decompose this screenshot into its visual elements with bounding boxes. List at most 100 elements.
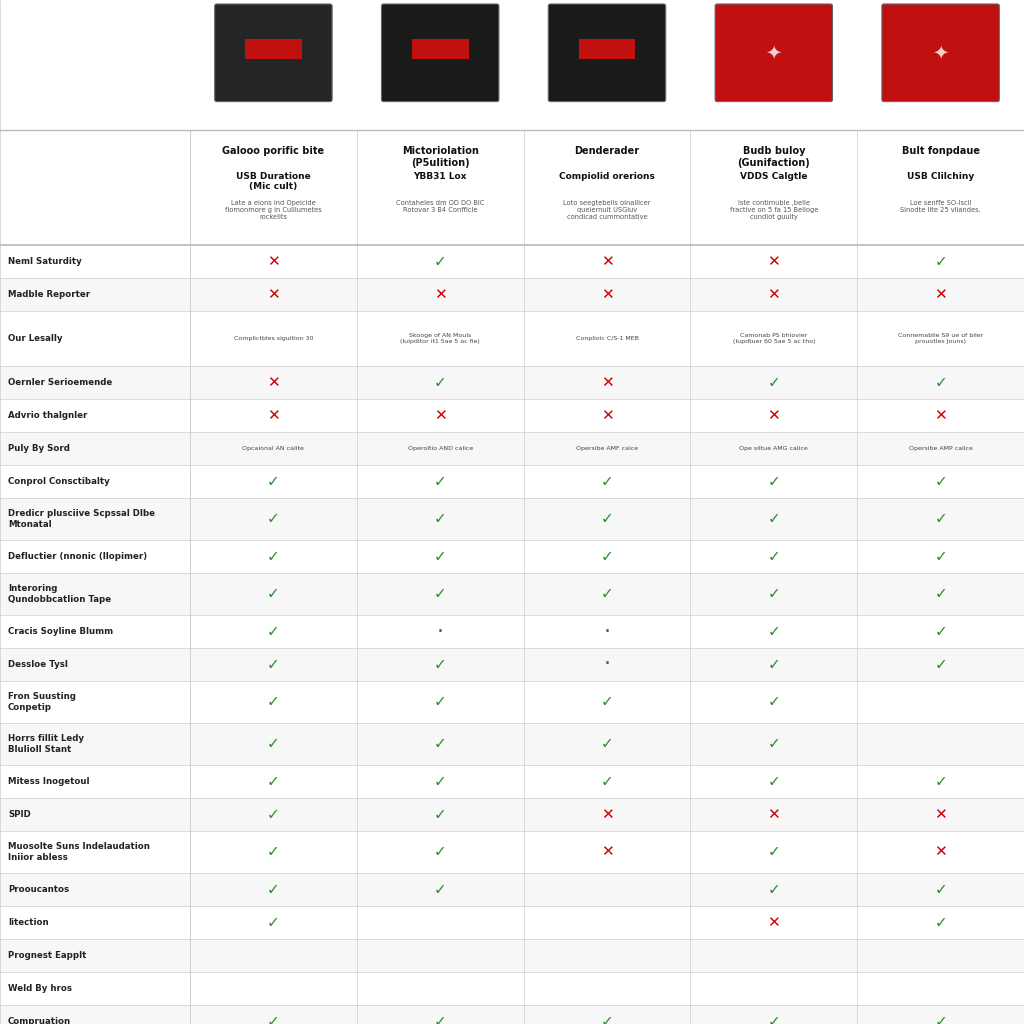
Text: ✓: ✓	[767, 1014, 780, 1024]
Text: ✓: ✓	[434, 254, 446, 269]
Text: Budb buloy
(Gunifaction): Budb buloy (Gunifaction)	[737, 146, 810, 168]
Text: ✓: ✓	[934, 882, 947, 897]
Text: Late a eions ind Opeicide
fiomonmore g in Culliumetes
rockellts: Late a eions ind Opeicide fiomonmore g i…	[225, 200, 322, 220]
FancyBboxPatch shape	[548, 4, 666, 101]
Bar	[0, 278, 1024, 311]
Text: Contaheles dm OD DO BIC
Rotovar 3 B4 Confficle: Contaheles dm OD DO BIC Rotovar 3 B4 Con…	[396, 200, 484, 213]
Text: Madble Reporter: Madble Reporter	[8, 290, 90, 299]
Text: ✕: ✕	[934, 287, 947, 302]
Text: Puly By Sord: Puly By Sord	[8, 444, 70, 453]
Bar	[0, 723, 1024, 765]
Text: ✓: ✓	[267, 774, 280, 790]
Bar	[0, 432, 1024, 465]
Text: ✓: ✓	[601, 474, 613, 489]
Text: USB Clilchiny: USB Clilchiny	[907, 172, 974, 181]
Text: litection: litection	[8, 918, 48, 927]
Text: Opersibe AMP calice: Opersibe AMP calice	[908, 446, 973, 451]
Text: Horrs fillit Ledy
Blulioll Stant: Horrs fillit Ledy Blulioll Stant	[8, 734, 84, 754]
Text: Loto seegtebells oinallicer
queiernuit USGiuv
condicad cummontative: Loto seegtebells oinallicer queiernuit U…	[563, 200, 650, 220]
Bar	[0, 681, 1024, 723]
Text: Conprol Consctibalty: Conprol Consctibalty	[8, 477, 110, 486]
Bar	[0, 399, 1024, 432]
Bar	[245, 39, 302, 59]
Text: ✕: ✕	[267, 287, 280, 302]
Text: Mictoriolation
(P5ulition): Mictoriolation (P5ulition)	[401, 146, 478, 168]
Text: Bult fonpdaue: Bult fonpdaue	[901, 146, 980, 156]
Bar	[0, 798, 1024, 831]
Text: ·: ·	[436, 622, 443, 641]
Text: ✓: ✓	[434, 807, 446, 822]
Text: ✕: ✕	[767, 807, 780, 822]
FancyBboxPatch shape	[382, 4, 499, 101]
Text: ✓: ✓	[434, 512, 446, 526]
Text: ✓: ✓	[767, 375, 780, 390]
Text: ✓: ✓	[601, 736, 613, 752]
Text: ✓: ✓	[767, 624, 780, 639]
Text: ✓: ✓	[267, 915, 280, 930]
Text: ✓: ✓	[434, 375, 446, 390]
Text: Defluctier (nnonic (llopimer): Defluctier (nnonic (llopimer)	[8, 552, 147, 561]
Text: ✕: ✕	[267, 408, 280, 423]
Text: ✕: ✕	[934, 408, 947, 423]
Text: Compruation: Compruation	[8, 1017, 71, 1024]
Text: ✓: ✓	[601, 549, 613, 564]
Text: ✓: ✓	[267, 549, 280, 564]
Bar	[0, 972, 1024, 1005]
Text: Loe senffe SO-lscil
Sinodte lite 25 vliandes.: Loe senffe SO-lscil Sinodte lite 25 vlia…	[900, 200, 981, 213]
Text: ✓: ✓	[434, 657, 446, 672]
Bar	[0, 245, 1024, 278]
Text: Compiolid orerions: Compiolid orerions	[559, 172, 655, 181]
Text: ✕: ✕	[267, 375, 280, 390]
Text: Galooo porific bite: Galooo porific bite	[222, 146, 325, 156]
Text: ✓: ✓	[934, 375, 947, 390]
Bar	[0, 831, 1024, 873]
Bar	[0, 540, 1024, 573]
Text: ✕: ✕	[434, 287, 446, 302]
Bar	[579, 39, 635, 59]
Text: ✓: ✓	[934, 254, 947, 269]
Text: Cracis Soyline Blumm: Cracis Soyline Blumm	[8, 627, 113, 636]
Text: ✕: ✕	[934, 807, 947, 822]
Text: Dredicr plusciive Scpssal Dlbe
Mtonatal: Dredicr plusciive Scpssal Dlbe Mtonatal	[8, 509, 155, 528]
Text: ✓: ✓	[767, 774, 780, 790]
Text: ✓: ✓	[267, 845, 280, 859]
Text: ·: ·	[603, 654, 610, 675]
Text: ✓: ✓	[434, 474, 446, 489]
Text: Our Lesally: Our Lesally	[8, 334, 62, 343]
Text: ✓: ✓	[601, 774, 613, 790]
Text: ✓: ✓	[934, 587, 947, 601]
Text: ✕: ✕	[434, 408, 446, 423]
Text: Interoring
Qundobbcatlion Tape: Interoring Qundobbcatlion Tape	[8, 585, 112, 604]
Bar	[0, 1005, 1024, 1024]
Text: ✕: ✕	[934, 845, 947, 859]
Text: ✦: ✦	[933, 43, 949, 62]
FancyBboxPatch shape	[715, 4, 833, 101]
Text: ✓: ✓	[267, 512, 280, 526]
Bar	[0, 498, 1024, 540]
Text: Oernler Serioemende: Oernler Serioemende	[8, 378, 113, 387]
Bar	[0, 615, 1024, 648]
Text: ✓: ✓	[767, 587, 780, 601]
Text: ✕: ✕	[601, 845, 613, 859]
Text: ✓: ✓	[434, 587, 446, 601]
Text: ✓: ✓	[434, 736, 446, 752]
Text: ✓: ✓	[267, 1014, 280, 1024]
Text: ·: ·	[603, 622, 610, 641]
Text: Complictbles siguition 30: Complictbles siguition 30	[233, 336, 313, 341]
Text: ✕: ✕	[601, 408, 613, 423]
Text: Prognest Eapplt: Prognest Eapplt	[8, 951, 86, 961]
Text: ✓: ✓	[767, 882, 780, 897]
Bar	[412, 39, 469, 59]
Text: ✓: ✓	[601, 512, 613, 526]
Bar	[0, 873, 1024, 906]
Text: Dessloe Tysl: Dessloe Tysl	[8, 660, 68, 669]
Text: ✓: ✓	[934, 549, 947, 564]
Text: ✓: ✓	[601, 694, 613, 710]
Text: ✦: ✦	[766, 43, 782, 62]
Text: ✓: ✓	[767, 657, 780, 672]
Text: ✓: ✓	[434, 882, 446, 897]
Bar	[0, 906, 1024, 939]
Text: ✕: ✕	[767, 915, 780, 930]
Text: VDDS Calgtle: VDDS Calgtle	[740, 172, 808, 181]
Text: Conplioic C/S-1 MEB: Conplioic C/S-1 MEB	[575, 336, 638, 341]
